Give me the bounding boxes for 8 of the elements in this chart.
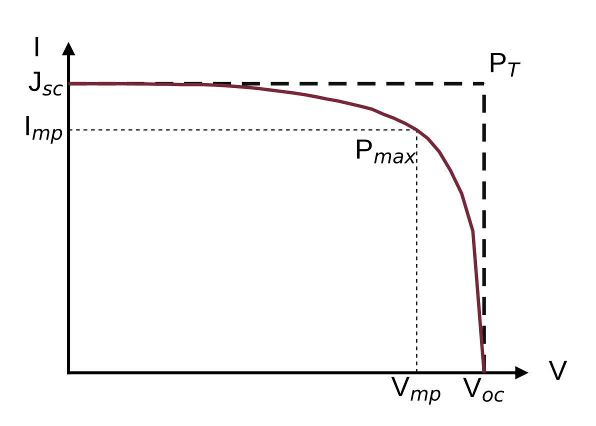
ref-line-label: I$_{mp}$ <box>26 116 62 144</box>
x-axis-title: V <box>548 360 568 380</box>
annotation: P$_{T}$ <box>490 52 521 77</box>
y-axis-title: I <box>36 37 38 56</box>
ref-line-label: J$_{sc}$ <box>28 72 63 96</box>
annotation: P$_{max}$ <box>357 140 416 164</box>
x-tick-label: V$_{oc}$ <box>463 378 504 402</box>
x-tick-label: V$_{mp}$ <box>391 376 440 405</box>
